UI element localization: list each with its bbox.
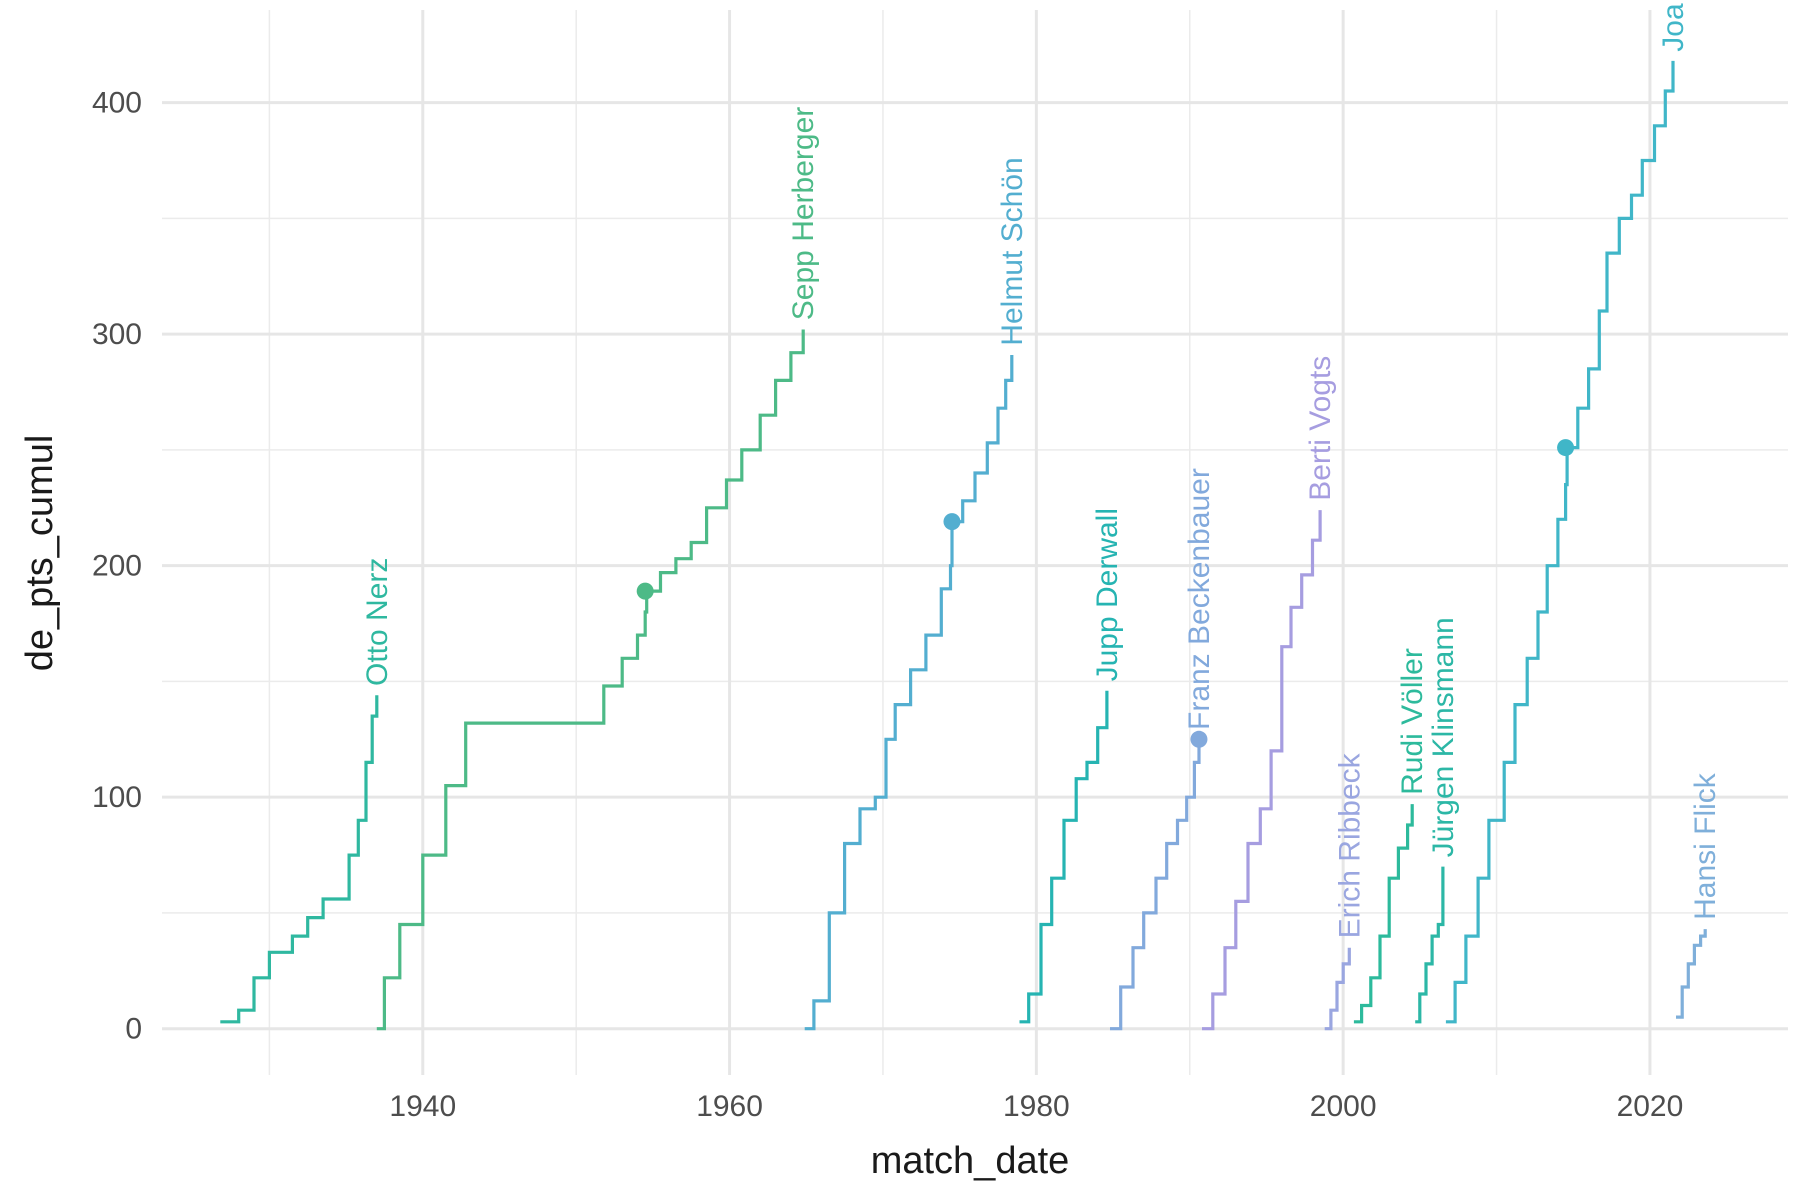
series-line bbox=[220, 695, 379, 1024]
series-line bbox=[1110, 739, 1201, 1031]
series-label: Berti Vogts bbox=[1304, 356, 1337, 501]
y-tick-label: 300 bbox=[92, 318, 142, 351]
x-tick-label: 2000 bbox=[1310, 1090, 1377, 1123]
series-line bbox=[1445, 60, 1675, 1024]
highlight-point bbox=[1557, 439, 1575, 457]
series-label: Erich Ribbeck bbox=[1333, 752, 1366, 938]
series-line bbox=[376, 329, 805, 1031]
x-axis-title: match_date bbox=[871, 1140, 1070, 1182]
series-line bbox=[1202, 510, 1322, 1031]
highlight-point bbox=[636, 582, 654, 600]
grid-minor bbox=[162, 10, 1788, 1075]
marker-layer bbox=[636, 439, 1575, 748]
series-label-layer: Otto Nerz Sepp Herberger Helmut Schön Jupp … bbox=[361, 3, 1722, 938]
series-line bbox=[804, 355, 1014, 1031]
x-tick-label: 1940 bbox=[389, 1090, 456, 1123]
series-line bbox=[1353, 804, 1414, 1024]
y-tick-label: 400 bbox=[92, 87, 142, 120]
series-line bbox=[1324, 947, 1351, 1031]
x-tick-label: 2020 bbox=[1617, 1090, 1684, 1123]
series-line bbox=[1676, 929, 1707, 1019]
x-tick-label: 1980 bbox=[1003, 1090, 1070, 1123]
highlight-point bbox=[1190, 730, 1208, 748]
series-label: Helmut Schön bbox=[996, 157, 1029, 345]
series-label: Hansi Flick bbox=[1689, 772, 1722, 920]
series-label: Jupp Derwall bbox=[1091, 508, 1124, 681]
grid-major bbox=[162, 10, 1788, 1075]
series-label: Joa bbox=[1657, 3, 1690, 52]
y-tick-label: 100 bbox=[92, 781, 142, 814]
series-layer bbox=[220, 60, 1707, 1031]
y-tick-labels: 0 100 200 300 400 bbox=[92, 87, 142, 1046]
series-label: Franz Beckenbauer bbox=[1183, 468, 1216, 730]
series-line bbox=[1415, 866, 1445, 1024]
y-tick-label: 0 bbox=[125, 1013, 142, 1046]
series-label: Sepp Herberger bbox=[787, 107, 820, 320]
y-tick-label: 200 bbox=[92, 550, 142, 583]
series-label: Otto Nerz bbox=[361, 558, 394, 686]
series-label: Jürgen Klinsmann bbox=[1427, 617, 1460, 857]
x-tick-labels: 1940 1960 1980 2000 2020 bbox=[389, 1090, 1683, 1123]
y-axis-title: de_pts_cumul bbox=[19, 435, 61, 672]
series-label: Rudi Völler bbox=[1396, 648, 1429, 795]
series-line bbox=[1019, 690, 1109, 1024]
x-tick-label: 1960 bbox=[696, 1090, 763, 1123]
highlight-point bbox=[943, 513, 961, 531]
